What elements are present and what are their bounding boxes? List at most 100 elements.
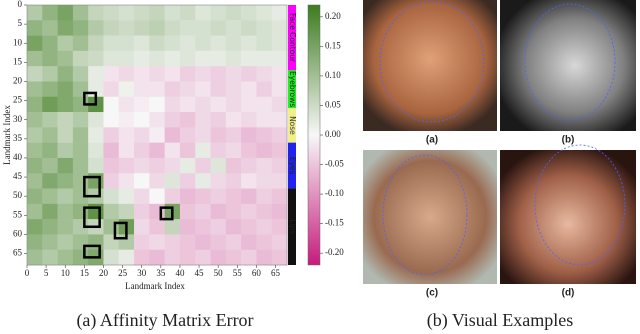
heatmap-cell xyxy=(195,188,211,205)
heatmap-cell xyxy=(42,66,58,82)
heatmap-cell xyxy=(103,50,120,67)
y-tick-label: 30 xyxy=(13,114,23,124)
heatmap-cell xyxy=(27,142,43,159)
heatmap-cell xyxy=(225,249,242,266)
heatmap-cell xyxy=(241,127,257,143)
heatmap-cell xyxy=(103,234,120,251)
y-tick-label: 5 xyxy=(18,18,23,28)
heatmap-cell xyxy=(179,35,196,52)
heatmap-cell xyxy=(134,188,150,205)
heatmap-cell xyxy=(118,81,135,98)
heatmap-cell xyxy=(164,112,181,128)
colorbar-tick-label: 0.15 xyxy=(325,40,341,50)
heatmap-cell xyxy=(271,20,288,36)
heatmap-cell xyxy=(27,188,43,205)
heatmap-cell xyxy=(179,157,196,174)
x-axis-label: Landmark Index xyxy=(125,281,185,291)
heatmap-cell xyxy=(149,112,165,128)
heatmap-cell xyxy=(256,5,273,21)
colorbar-tick-label: 0.20 xyxy=(325,11,341,21)
heatmap-cell xyxy=(118,173,135,189)
heatmap-cell xyxy=(195,127,211,143)
heatmap-cell xyxy=(103,188,120,205)
landmark-contour xyxy=(534,144,626,266)
heatmap-cell xyxy=(241,5,257,21)
heatmap-cell xyxy=(210,188,227,205)
heatmap-cell xyxy=(195,142,211,159)
heatmap-cell xyxy=(57,81,74,98)
heatmap-cell xyxy=(271,157,288,174)
colorbar-tick-label: -0.15 xyxy=(325,218,344,228)
heatmap-cell xyxy=(42,127,58,143)
heatmap-cell xyxy=(72,173,89,189)
heatmap-cell xyxy=(256,35,273,52)
heatmap-cell xyxy=(179,173,196,189)
highlight-box xyxy=(113,221,128,240)
heatmap-cell xyxy=(179,112,196,128)
heatmap-cell xyxy=(134,234,150,251)
heatmap-cell xyxy=(225,157,242,174)
heatmap-cell xyxy=(225,20,242,36)
heatmap-cell xyxy=(271,234,288,251)
heatmap-cell xyxy=(103,127,120,143)
heatmap-cell xyxy=(195,96,211,113)
heatmap-cell xyxy=(195,234,211,251)
heatmap-cell xyxy=(195,20,211,36)
heatmap-cell xyxy=(134,173,150,189)
heatmap-cell xyxy=(271,5,288,21)
heatmap-cell xyxy=(42,35,58,52)
heatmap-cell xyxy=(149,50,165,67)
heatmap-cell xyxy=(164,35,181,52)
heatmap-cell xyxy=(149,127,165,143)
heatmap-cell xyxy=(88,112,104,128)
heatmap-cell xyxy=(27,203,43,220)
heatmap-cell xyxy=(210,203,227,220)
heatmap-cell xyxy=(27,35,43,52)
heatmap-cell xyxy=(42,188,58,205)
heatmap-cell xyxy=(88,234,104,251)
heatmap-cell xyxy=(179,127,196,143)
heatmap-cell xyxy=(42,50,58,67)
heatmap-cell xyxy=(72,66,89,82)
landmark-contour xyxy=(379,1,485,123)
heatmap-cell xyxy=(210,112,227,128)
heatmap-cell xyxy=(241,142,257,159)
heatmap-cell xyxy=(164,5,181,21)
heatmap-cell xyxy=(88,173,104,189)
heatmap-cell xyxy=(134,20,150,36)
x-tick-label: 10 xyxy=(61,268,71,278)
heatmap-cell xyxy=(271,96,288,113)
heatmap-cell xyxy=(195,249,211,266)
heatmap-cell xyxy=(164,66,181,82)
x-tick-label: 65 xyxy=(271,268,281,278)
heatmap-cell xyxy=(118,35,135,52)
region-bar xyxy=(288,188,296,265)
x-tick-label: 50 xyxy=(214,268,224,278)
heatmap-cell xyxy=(103,35,120,52)
heatmap-cell xyxy=(225,96,242,113)
heatmap-cell xyxy=(195,157,211,174)
heatmap-cell xyxy=(225,188,242,205)
heatmap-cell xyxy=(256,188,273,205)
heatmap-cell xyxy=(72,35,89,52)
y-tick-label: 45 xyxy=(13,171,23,181)
x-tick-label: 20 xyxy=(99,268,109,278)
heatmap-cell xyxy=(72,112,89,128)
heatmap-cell xyxy=(27,5,43,21)
heatmap-cell xyxy=(57,96,74,113)
heatmap-cell xyxy=(271,203,288,220)
heatmap-cell xyxy=(72,142,89,159)
heatmap-cell xyxy=(134,203,150,220)
y-tick-label: 35 xyxy=(13,133,23,143)
heatmap-cell xyxy=(42,173,58,189)
y-tick-label: 50 xyxy=(13,190,23,200)
heatmap-cell xyxy=(72,203,89,220)
region-bar xyxy=(288,142,296,189)
heatmap-cell xyxy=(57,5,74,21)
heatmap-cell xyxy=(118,188,135,205)
plot-frame xyxy=(26,4,288,266)
heatmap-cell xyxy=(225,203,242,220)
heatmap-cell xyxy=(210,219,227,235)
photo xyxy=(363,150,497,284)
heatmap-cell xyxy=(164,173,181,189)
